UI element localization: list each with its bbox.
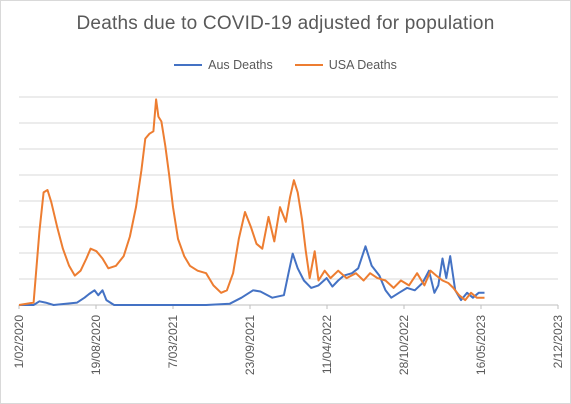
legend-swatch-aus — [174, 64, 203, 66]
legend-label-usa: USA Deaths — [328, 58, 397, 72]
x-tick-label: 16/05/2023 — [474, 315, 488, 375]
x-tick-label: 23/09/2021 — [243, 315, 257, 375]
x-tick-label: 1/02/2020 — [12, 315, 26, 369]
x-tick-label: 19/08/2020 — [89, 315, 103, 375]
legend-item-aus: Aus Deaths — [174, 58, 273, 72]
legend-swatch-usa — [294, 64, 323, 66]
legend-label-aus: Aus Deaths — [208, 58, 273, 72]
legend: Aus Deaths USA Deaths — [1, 58, 570, 72]
x-tick-label: 11/04/2022 — [320, 315, 334, 374]
legend-item-usa: USA Deaths — [294, 58, 397, 72]
series-line-aus — [19, 245, 485, 306]
chart-title: Deaths due to COVID-19 adjusted for popu… — [76, 13, 495, 34]
x-tick-label: 28/10/2022 — [397, 315, 411, 375]
series-line-usa — [18, 98, 485, 306]
x-tick-label: 7/03/2021 — [166, 315, 180, 369]
x-tick-label: 2/12/2023 — [551, 315, 565, 369]
